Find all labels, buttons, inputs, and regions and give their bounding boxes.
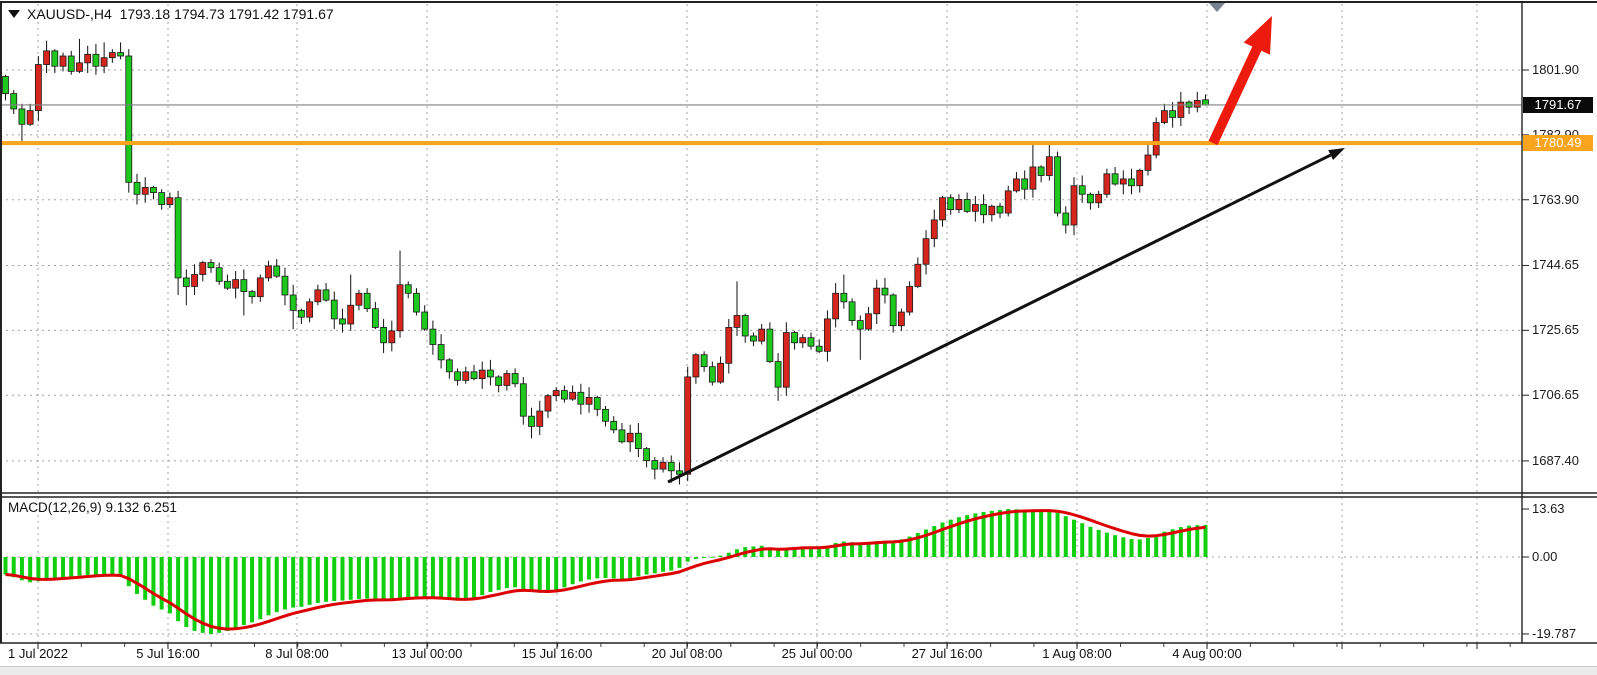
chart-title: XAUUSD-,H4 1793.18 1794.73 1791.42 1791.… bbox=[8, 6, 334, 22]
price-tick-label: 1706.65 bbox=[1532, 387, 1579, 403]
price-tick-label: 1725.65 bbox=[1532, 322, 1579, 338]
macd-tick-label: 0.00 bbox=[1532, 549, 1558, 564]
price-tick-label: 1687.40 bbox=[1532, 452, 1579, 468]
symbol-ohlc-label: XAUUSD-,H4 1793.18 1794.73 1791.42 1791.… bbox=[27, 6, 334, 22]
chevron-down-icon[interactable] bbox=[8, 10, 20, 18]
date-tick-label: 1 Aug 08:00 bbox=[1042, 646, 1112, 661]
price-tick-label: 1744.65 bbox=[1532, 257, 1579, 273]
date-tick-label: 20 Jul 08:00 bbox=[651, 646, 723, 661]
price-tick-label: 1763.90 bbox=[1532, 191, 1579, 207]
macd-tick-label: 13.63 bbox=[1532, 501, 1565, 517]
price-tick-label: 1801.90 bbox=[1532, 62, 1579, 77]
macd-tick-label: -19.787 bbox=[1532, 625, 1577, 641]
current-price-badge: 1791.67 bbox=[1523, 96, 1593, 113]
hline-price-badge: 1780.49 bbox=[1523, 135, 1593, 152]
date-tick-label: 27 Jul 16:00 bbox=[911, 646, 983, 661]
date-tick-label: 25 Jul 00:00 bbox=[781, 646, 853, 661]
date-tick-label: 1 Jul 2022 bbox=[8, 646, 68, 661]
macd-indicator-label: MACD(12,26,9) 9.132 6.251 bbox=[8, 500, 177, 515]
date-tick-label: 5 Jul 16:00 bbox=[136, 646, 200, 661]
bottom-scroll-strip[interactable] bbox=[0, 666, 1597, 675]
date-tick-label: 4 Aug 00:00 bbox=[1172, 646, 1242, 661]
date-tick-label: 15 Jul 16:00 bbox=[521, 646, 593, 661]
date-tick-label: 8 Jul 08:00 bbox=[265, 646, 329, 661]
date-tick-label: 13 Jul 00:00 bbox=[391, 646, 463, 661]
